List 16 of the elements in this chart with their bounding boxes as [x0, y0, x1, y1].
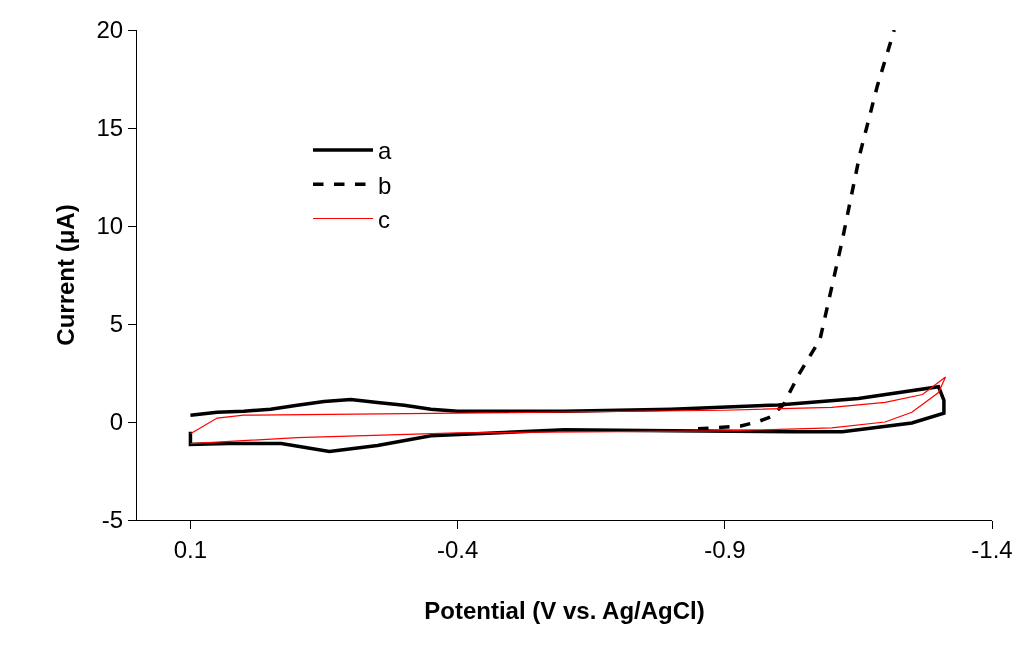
- legend-label: c: [378, 205, 390, 233]
- x-axis-title: Potential (V vs. Ag/AgCl): [424, 597, 705, 625]
- legend-label: b: [378, 171, 392, 199]
- x-tick-label: -1.4: [971, 535, 1013, 563]
- y-tick-label: 10: [96, 212, 124, 240]
- y-tick-label: -5: [101, 506, 124, 534]
- legend-label: a: [378, 137, 392, 165]
- y-tick-label: 20: [96, 16, 124, 44]
- y-tick-label: 15: [96, 114, 124, 142]
- y-tick-label: 0: [109, 408, 124, 436]
- line-series: [189, 376, 947, 445]
- y-tick-label: 5: [109, 310, 124, 338]
- x-tick-label: 0.1: [173, 535, 208, 563]
- y-axis-title: Current (μA): [51, 204, 79, 346]
- x-tick-label: -0.4: [436, 535, 479, 563]
- x-tick-label: -0.9: [704, 535, 746, 563]
